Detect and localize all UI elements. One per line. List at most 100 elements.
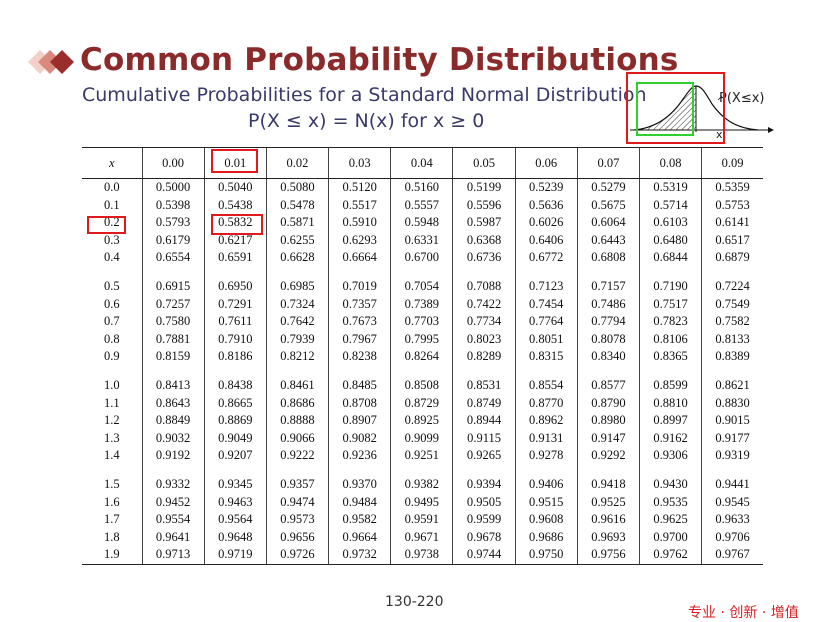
table-cell: 0.9664 (328, 528, 391, 547)
row-label-cell: 1.6 (103, 494, 120, 509)
table-cell: 0.9345 (203, 475, 267, 494)
table-cell: 0.7582 (701, 313, 763, 331)
table-cell: 0.9418 (576, 475, 640, 494)
header-cell-col: 0.08 (638, 147, 702, 179)
table-cell: 0.9382 (390, 475, 453, 494)
table-cell: 0.5832 (203, 214, 267, 232)
table-cell: 0.8315 (514, 348, 578, 366)
table-cell: 0.9671 (390, 528, 453, 547)
table-cell: 0.6628 (265, 249, 329, 267)
table-cell: 0.6554 (141, 249, 205, 267)
table-cell: 0.5120 (328, 178, 391, 197)
table-row: 0.4 0.6554 0.6591 0.6628 0.6664 0.6700 0.6736 0… (82, 249, 763, 267)
header-cell-col: 0.00 (141, 147, 205, 179)
table-cell: 0.9406 (514, 475, 578, 494)
table-cell: 0.6103 (638, 214, 702, 232)
table-cell: 0.5160 (390, 178, 453, 197)
table-cell: 0.6591 (203, 249, 267, 267)
table-cell: 0.9484 (328, 493, 391, 512)
table-cell: 0.9515 (514, 493, 578, 512)
row-label-cell: 0.7 (103, 314, 120, 329)
table-row: 0.2 0.5793 0.5832 0.5871 0.5910 0.5948 0.5987 0… (82, 214, 763, 232)
table-cell: 0.6026 (514, 214, 578, 232)
table-cell: 0.5438 (203, 196, 267, 215)
table-cell: 0.9750 (514, 546, 578, 565)
table-cell: 0.6772 (514, 249, 578, 267)
table-cell: 0.7422 (452, 295, 516, 314)
table-cell: 0.9762 (638, 546, 702, 565)
table-row: 1.6 0.9452 0.9463 0.9474 0.9484 0.9495 0.9505 0… (82, 493, 763, 512)
table-cell: 0.8340 (576, 348, 640, 366)
table-cell: 0.6368 (452, 231, 516, 250)
table-cell: 0.7486 (576, 295, 640, 314)
table-cell: 0.7389 (390, 295, 453, 314)
table-cell: 0.9495 (390, 493, 453, 512)
table-cell: 0.9474 (265, 493, 329, 512)
table-cell: 0.9656 (265, 528, 329, 547)
table-cell: 0.9319 (701, 447, 763, 465)
table-cell: 0.8238 (328, 348, 391, 366)
figure-green-highlight-box (636, 82, 694, 136)
table-cell: 0.8643 (141, 394, 205, 413)
table-cell: 0.5279 (576, 178, 640, 197)
table-cell: 0.6331 (390, 231, 453, 250)
table-cell: 0.6141 (701, 214, 763, 232)
row-label-cell: 0.5 (103, 278, 120, 293)
table-cell: 0.5517 (328, 196, 391, 215)
table-cell: 0.9706 (701, 528, 763, 547)
table-cell: 0.7673 (328, 313, 391, 331)
table-cell: 0.8997 (638, 412, 702, 430)
table-cell: 0.9648 (203, 528, 267, 547)
table-cell: 0.8599 (638, 376, 702, 395)
table-cell: 0.7324 (265, 295, 329, 314)
row-label-cell: 1.5 (103, 476, 120, 491)
table-cell: 0.6064 (576, 214, 640, 232)
table-cell: 0.8907 (328, 412, 391, 430)
table-cell: 0.7642 (265, 313, 329, 331)
page-number: 130-220 (385, 594, 444, 610)
table-cell: 0.5596 (452, 196, 516, 215)
normal-curve-svg (630, 85, 774, 133)
table-cell: 0.7157 (576, 277, 640, 296)
table-cell: 0.9147 (576, 429, 640, 448)
table-cell: 0.6915 (141, 277, 205, 296)
table-cell: 0.9066 (265, 429, 329, 448)
table-cell: 0.9032 (141, 429, 205, 448)
table-cell: 0.8729 (390, 394, 453, 413)
table-cell: 0.7291 (203, 295, 267, 314)
table-row: 0.9 0.8159 0.8186 0.8212 0.8238 0.8264 0.8289 0… (82, 348, 763, 366)
table-row: 0.0 0.5000 0.5040 0.5080 0.5120 0.5160 0.5199 0… (82, 178, 763, 197)
table-cell: 0.7967 (328, 330, 391, 349)
table-cell: 0.9222 (265, 447, 329, 465)
column-header-highlight (211, 149, 258, 173)
table-cell: 0.7019 (328, 277, 391, 296)
table-cell: 0.6293 (328, 231, 391, 250)
table-cell: 0.9430 (638, 475, 702, 494)
table-cell: 0.8810 (638, 394, 702, 413)
table-row: 0.5 0.6915 0.6950 0.6985 0.7019 0.7054 0.7088 0… (82, 277, 763, 296)
table-cell: 0.5753 (701, 196, 763, 215)
header-cell-col: 0.06 (514, 147, 578, 179)
table-cell: 0.8554 (514, 376, 578, 395)
table-cell: 0.7794 (576, 313, 640, 331)
table-cell: 0.7123 (514, 277, 578, 296)
table-cell: 0.9292 (576, 447, 640, 465)
table-cell: 0.8508 (390, 376, 453, 395)
table-cell: 0.7939 (265, 330, 329, 349)
table-row: 1.1 0.8643 0.8665 0.8686 0.8708 0.8729 0.8749 0… (82, 394, 763, 413)
table-cell: 0.7611 (203, 313, 267, 331)
table-cell: 0.9564 (203, 511, 267, 529)
table-cell: 0.5319 (638, 178, 702, 197)
table-cell: 0.6950 (203, 277, 267, 296)
table-cell: 0.9713 (141, 546, 205, 565)
row-label-cell: 1.9 (82, 546, 142, 565)
row-label-cell: 0.4 (103, 250, 120, 265)
table-cell: 0.9582 (328, 511, 391, 529)
row-label-cell: 0.2 (103, 215, 120, 230)
table-cell: 0.9265 (452, 447, 516, 465)
table-cell: 0.7517 (638, 295, 702, 314)
table-cell: 0.9616 (576, 511, 640, 529)
table-cell: 0.6406 (514, 231, 578, 250)
table-cell: 0.8461 (265, 376, 329, 395)
table-cell: 0.9251 (390, 447, 453, 465)
